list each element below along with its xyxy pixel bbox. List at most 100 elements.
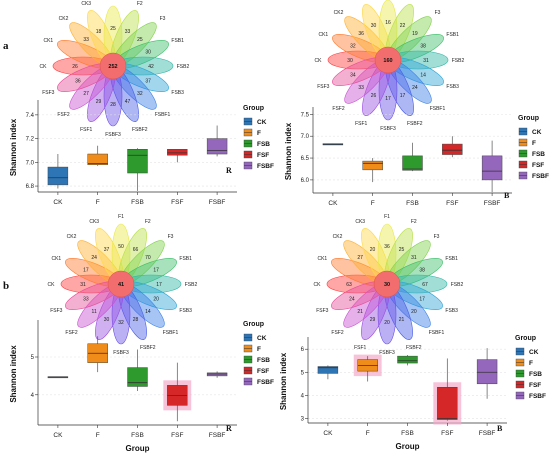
legend-label-fsbf: FSBF [257, 163, 274, 170]
petal-value-f2: 25 [399, 247, 405, 253]
x-tick-label-fsbf: FSBF [209, 432, 226, 439]
petal-label-ck1: CK1 [317, 256, 327, 262]
petal-value-fsb2: 17 [156, 282, 162, 288]
y-tick-label: 5 [301, 370, 305, 376]
petal-value-fsb1: 38 [419, 267, 425, 273]
flower-center-value: 41 [118, 282, 124, 288]
y-tick-label: 5 [31, 355, 35, 361]
petal-value-f2: 33 [125, 29, 131, 35]
legend: Group CK F FSB FSF FSBF [515, 335, 546, 400]
box-ck [47, 166, 69, 186]
petal-value-fsb2: 42 [148, 64, 154, 70]
x-tick-label-f: F [96, 432, 100, 439]
petal-label-fsbf2: FSBF2 [406, 345, 422, 351]
petal-label-fsb3: FSB3 [171, 90, 184, 96]
petal-value-ck3: 18 [96, 29, 102, 35]
y-tick-label: 7.5 [301, 112, 310, 118]
petal-value-ck: 26 [72, 64, 78, 70]
petal-label-ck: CK [48, 282, 56, 288]
petal-value-ck2: 24 [91, 255, 97, 261]
petal-value-fsb3: 20 [153, 297, 159, 303]
petal-value-ck3: 20 [370, 247, 376, 253]
petal-label-ck3: CK3 [355, 219, 365, 225]
box-fsb [127, 149, 148, 174]
legend-label-fsb: FSB [257, 357, 270, 364]
petal-label-fsb2: FSB2 [451, 282, 464, 288]
petal-value-f1: 36 [384, 244, 390, 250]
x-tick-label-fsbf: FSBF [484, 200, 501, 207]
petal-value-fsbf2: 17 [400, 93, 406, 99]
panel-a-B: 30CK32CK136CK230CK316F122F219F338FSB131F… [284, 0, 549, 207]
panel-label-a: a [3, 40, 9, 52]
legend-label-fsb: FSB [529, 371, 542, 378]
petal-label-fsbf2: FSBF2 [140, 345, 156, 351]
corner-label: R [226, 166, 232, 175]
legend-label-fsf: FSF [529, 382, 541, 389]
petal-value-fsbf1: 20 [411, 309, 417, 315]
petal-value-fsb3: 14 [420, 73, 426, 79]
y-tick-label: 7.2 [26, 137, 35, 143]
legend-title: Group [243, 321, 264, 328]
petal-value-fsb1: 38 [420, 43, 426, 49]
petal-label-f3: F3 [160, 16, 166, 22]
petal-value-fsb3: 37 [145, 79, 151, 85]
flower-diagram: 30CK32CK136CK230CK316F122F219F338FSB131F… [315, 0, 464, 132]
petal-label-f2: F2 [411, 219, 417, 225]
petal-value-fsf3: 33 [83, 297, 89, 303]
petal-label-ck: CK [40, 64, 48, 70]
petal-label-f1: F1 [118, 214, 124, 220]
petal-value-ck: 31 [80, 282, 86, 288]
legend: Group CK F FSB FSF FSBF [243, 321, 274, 386]
petal-label-ck2: CK2 [334, 10, 344, 16]
petal-label-fsb3: FSB3 [446, 84, 459, 90]
flower-center-circle [373, 270, 401, 298]
legend-label-fsbf: FSBF [529, 393, 546, 400]
petal-label-fsb3: FSB3 [445, 308, 458, 314]
flower-diagram: 63 CK CK1 27 CK2 20 CK3 36 F1 25 F2 31 F3 38 FSB1 67 FSB… [314, 214, 464, 356]
petal-value-fsbf1: 14 [145, 309, 151, 315]
legend-title: Group [518, 115, 539, 122]
petal-value-fsf3: 24 [349, 297, 355, 303]
panel-b-R: 31 CK 17 CK1 24 CK2 37 CK3 50 F1 66 F2 70 F3 17 FSB1 17 F… [9, 214, 274, 453]
x-tick-label-fsf: FSF [441, 430, 453, 437]
legend-label-f: F [257, 130, 261, 137]
x-axis-label: Group [126, 444, 150, 453]
petal-label-ck1: CK1 [51, 256, 61, 262]
petal-label-f2: F2 [137, 1, 143, 7]
legend-label-ck: CK [529, 349, 539, 356]
flower-center-value: 30 [384, 282, 390, 288]
petal-label-fsb1: FSB1 [445, 256, 458, 262]
y-tick-label: 6.0 [301, 178, 310, 184]
petal-label-ck2: CK2 [67, 234, 77, 240]
y-axis-label: Shannon index [279, 352, 288, 410]
x-tick-label-ck: CK [328, 200, 338, 207]
flower-center-value: 252 [108, 64, 117, 70]
petal-label-ck: CK [315, 58, 323, 64]
box-f [87, 153, 108, 165]
x-axis-label: Group [396, 442, 420, 451]
y-axis-label: Shannon index [284, 122, 293, 180]
petal-value-fsbf2: 21 [399, 317, 405, 323]
petal-value-ck2: 36 [358, 31, 364, 37]
y-axis-label: Shannon index [9, 345, 18, 403]
petal-label-fsb3: FSB3 [179, 308, 192, 314]
legend-label-fsbf: FSBF [257, 379, 274, 386]
petal-value-ck1: 32 [350, 43, 356, 49]
petal-value-fsb3: 17 [419, 297, 425, 303]
petal-label-fsbf3: FSBF3 [379, 350, 395, 356]
petal-value-ck: 30 [347, 58, 353, 64]
x-tick-label-fsb: FSB [401, 430, 414, 437]
petal-label-fsf2: FSF2 [65, 330, 77, 336]
legend-label-fsf: FSF [257, 152, 269, 159]
flower-center-circle [107, 270, 135, 298]
x-tick-label-f: F [96, 199, 100, 206]
corner-label: B [504, 191, 510, 200]
petal-label-fsbf3: FSBF3 [105, 132, 121, 138]
petal-value-fsf2: 11 [92, 309, 97, 315]
legend-label-f: F [529, 360, 533, 367]
petal-value-f3: 31 [411, 255, 417, 261]
legend-label-f: F [257, 346, 261, 353]
legend-title: Group [515, 335, 536, 342]
legend: Group CK F FSB FSF FSBF [518, 115, 549, 180]
petal-value-fsbf2: 47 [125, 99, 131, 105]
